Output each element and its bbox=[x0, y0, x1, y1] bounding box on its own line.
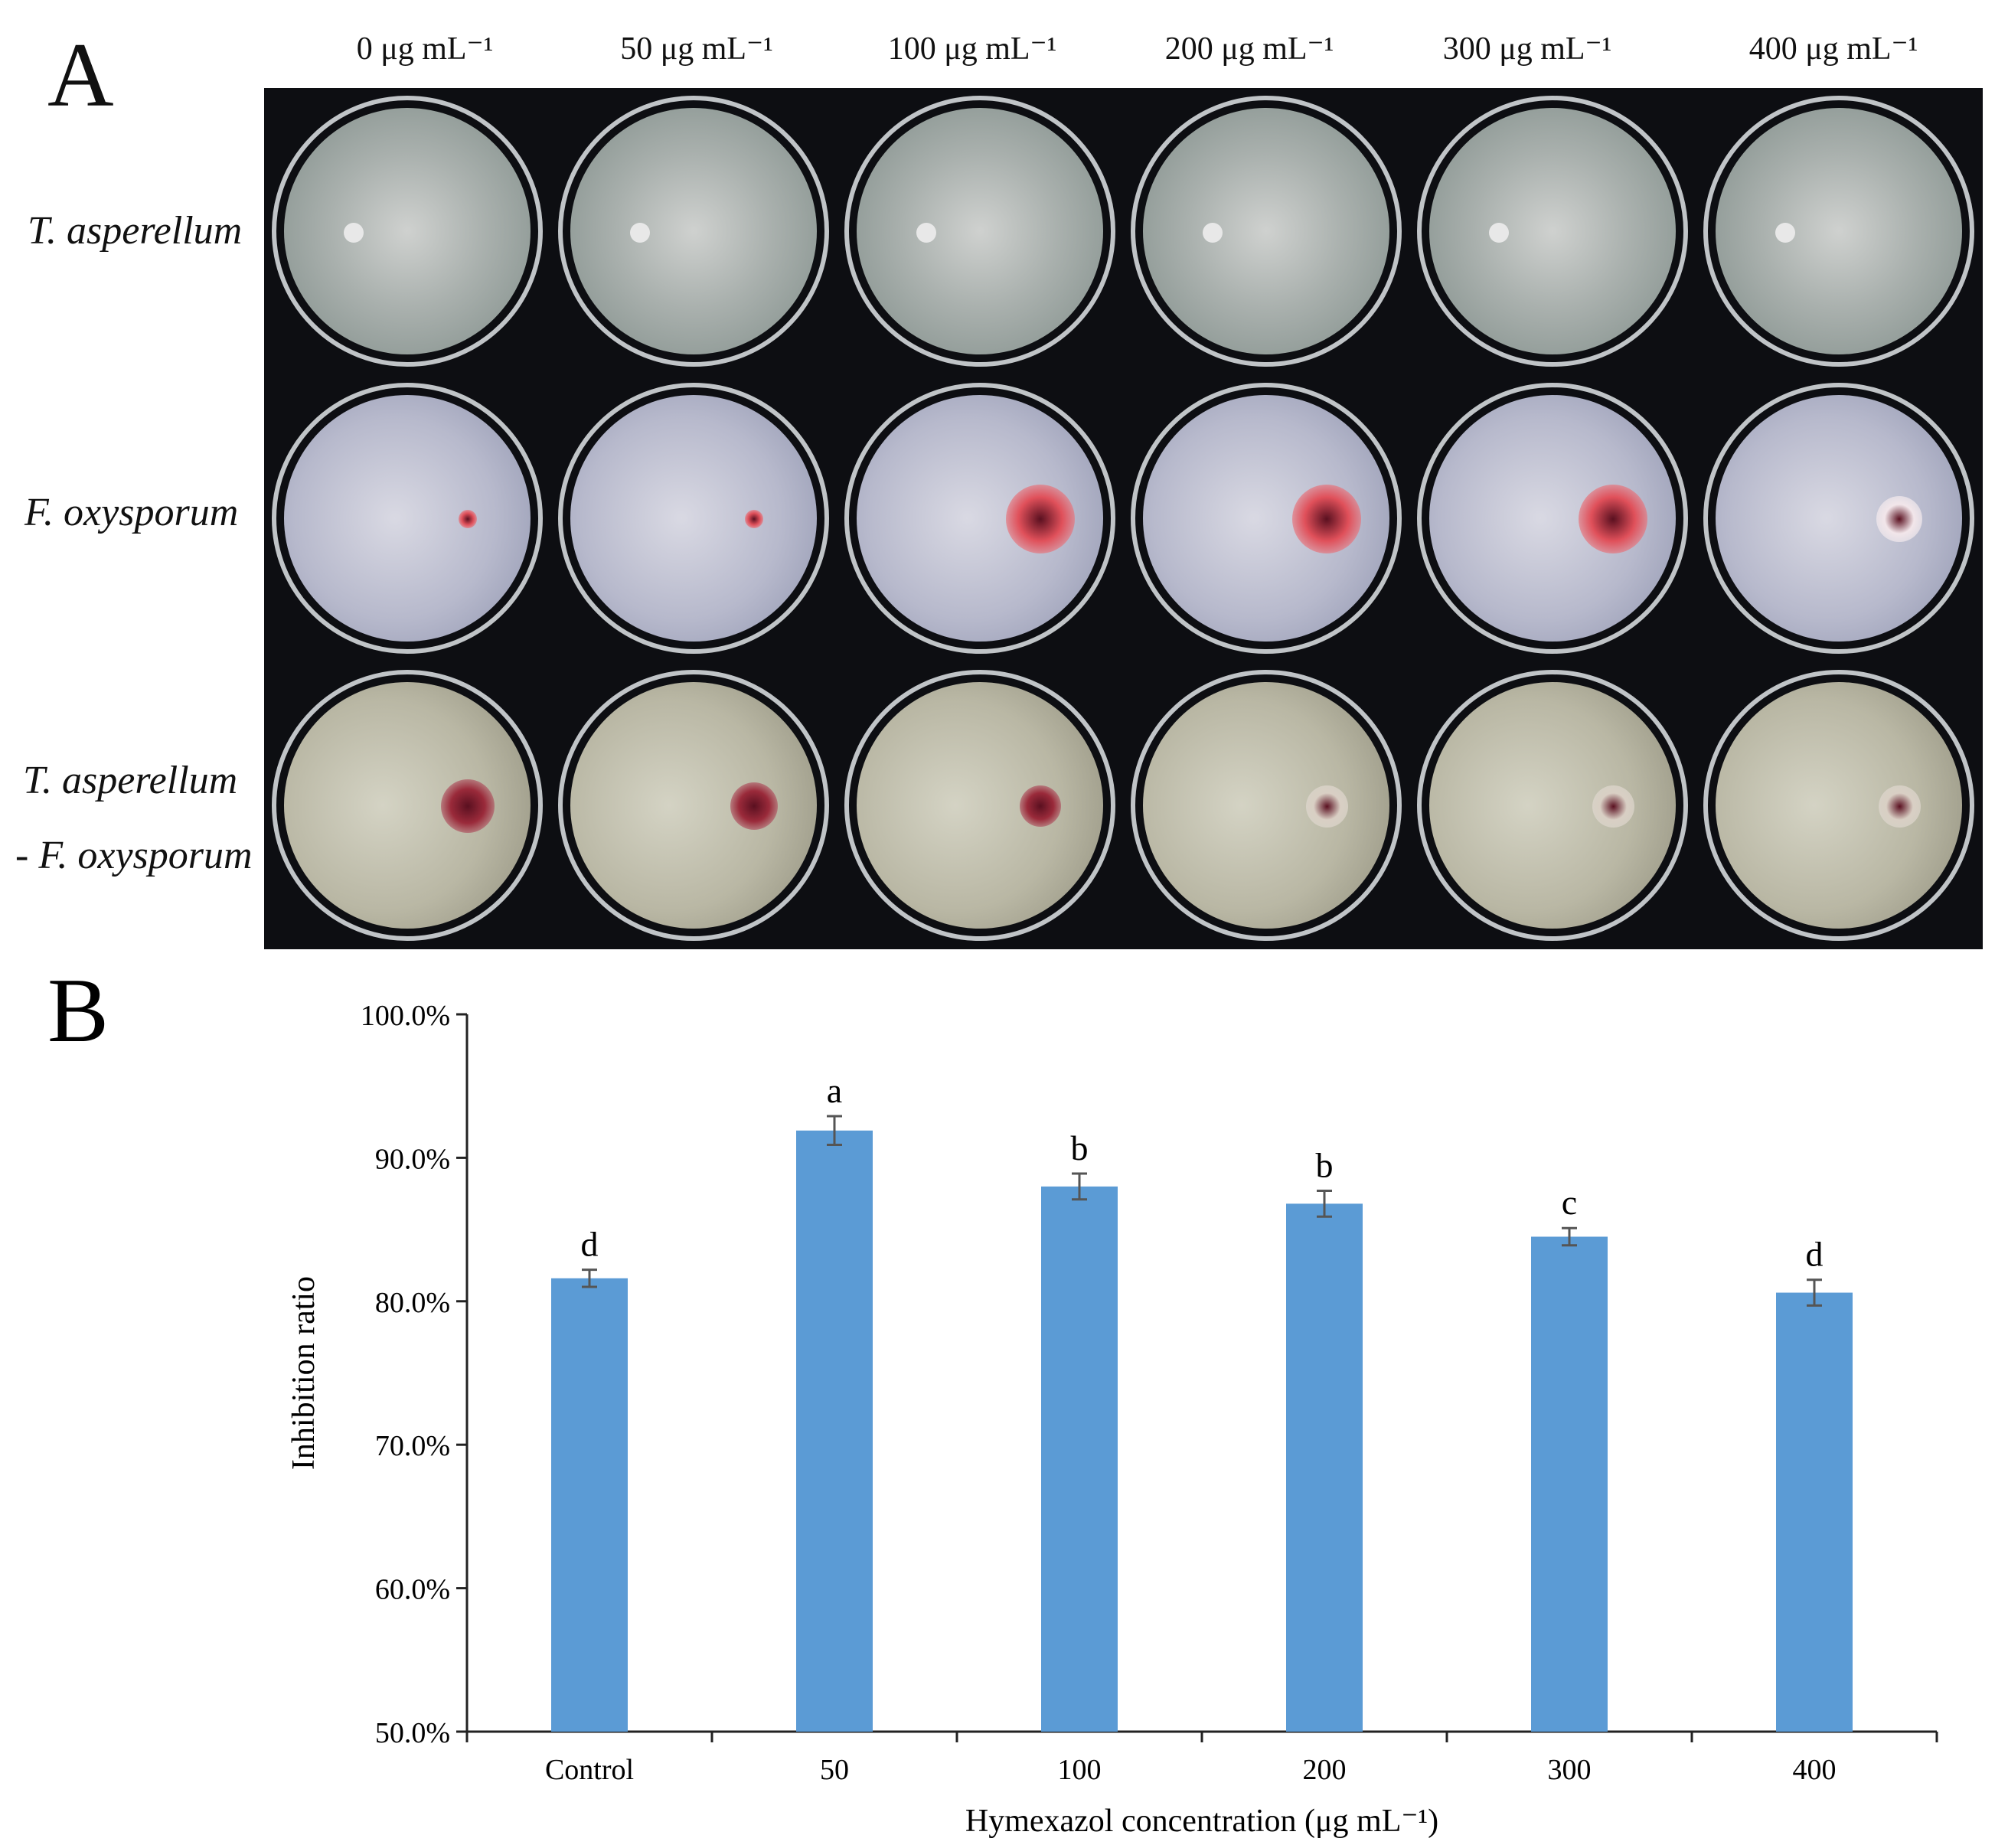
petri-dish-image bbox=[1131, 96, 1402, 367]
y-tick-label: 60.0% bbox=[375, 1574, 450, 1606]
petri-dish-r2-c0 bbox=[264, 662, 550, 949]
bar-200 bbox=[1286, 1203, 1363, 1732]
petri-dish-r0-c3 bbox=[1123, 88, 1409, 375]
petri-dish-image bbox=[558, 96, 829, 367]
petri-dish-r1-c2 bbox=[837, 375, 1123, 662]
fungal-colony bbox=[1592, 785, 1634, 828]
inoculation-point bbox=[1489, 223, 1509, 243]
column-header-1: 50 μg mL⁻¹ bbox=[574, 29, 819, 67]
x-tick-label: Control bbox=[545, 1754, 634, 1786]
petri-dish-image bbox=[1417, 96, 1688, 367]
significance-letter: d bbox=[581, 1225, 599, 1264]
inoculation-point bbox=[630, 223, 650, 243]
petri-dish-image bbox=[272, 383, 543, 654]
column-header-5: 400 μg mL⁻¹ bbox=[1711, 29, 1956, 67]
x-tick-label: 50 bbox=[820, 1754, 849, 1786]
petri-dish-r0-c2 bbox=[837, 88, 1123, 375]
petri-dish-image bbox=[1703, 670, 1974, 941]
x-tick-label: 200 bbox=[1303, 1754, 1347, 1786]
petri-dish-image bbox=[1131, 383, 1402, 654]
petri-dish-r1-c3 bbox=[1123, 375, 1409, 662]
y-axis-label: Inhibition ratio bbox=[286, 1276, 322, 1470]
inoculation-point bbox=[344, 223, 364, 243]
panel-b-letter: B bbox=[47, 959, 109, 1061]
y-tick-label: 80.0% bbox=[375, 1287, 450, 1319]
fungal-colony bbox=[1006, 485, 1075, 553]
fungal-colony bbox=[1879, 785, 1921, 828]
petri-dish-r0-c1 bbox=[550, 88, 837, 375]
petri-dish-image bbox=[1131, 670, 1402, 941]
column-header-2: 100 μg mL⁻¹ bbox=[850, 29, 1095, 67]
petri-dish-photo-grid bbox=[264, 88, 1983, 949]
petri-dish-image bbox=[272, 670, 543, 941]
column-header-3: 200 μg mL⁻¹ bbox=[1127, 29, 1372, 67]
bar-100 bbox=[1041, 1187, 1118, 1732]
fungal-colony bbox=[1579, 485, 1647, 553]
y-tick-label: 90.0% bbox=[375, 1143, 450, 1175]
chart-bars: d a b b c d bbox=[551, 1071, 1853, 1732]
inoculation-point bbox=[1203, 223, 1223, 243]
x-axis-label: Hymexazol concentration (μg mL⁻¹) bbox=[965, 1804, 1438, 1839]
significance-letter: a bbox=[827, 1071, 842, 1110]
petri-dish-image bbox=[1703, 383, 1974, 654]
petri-dish-image bbox=[844, 96, 1115, 367]
inoculation-point bbox=[1775, 223, 1795, 243]
petri-dish-r0-c5 bbox=[1696, 88, 1982, 375]
fungal-colony bbox=[441, 779, 495, 833]
petri-dish-r1-c5 bbox=[1696, 375, 1982, 662]
petri-dish-r2-c2 bbox=[837, 662, 1123, 949]
bar-50 bbox=[796, 1131, 873, 1732]
significance-letter: c bbox=[1562, 1183, 1577, 1222]
fungal-colony bbox=[1292, 485, 1361, 553]
petri-dish-r1-c4 bbox=[1409, 375, 1696, 662]
inhibition-ratio-bar-chart: B 50.0% 60.0% 70.0% 80.0% 90.0% 100.0% Control… bbox=[0, 949, 2008, 1848]
y-tick-label: 100.0% bbox=[361, 1000, 450, 1032]
petri-dish-image bbox=[1417, 670, 1688, 941]
significance-letter: b bbox=[1071, 1128, 1089, 1167]
petri-dish-r1-c1 bbox=[550, 375, 837, 662]
fungal-colony bbox=[459, 510, 477, 528]
row-label-f-oxysporum: F. oxysporum bbox=[24, 490, 238, 535]
petri-dish-r1-c0 bbox=[264, 375, 550, 662]
fungal-colony bbox=[1306, 785, 1348, 828]
bar-300 bbox=[1531, 1236, 1608, 1732]
petri-dish-r2-c4 bbox=[1409, 662, 1696, 949]
petri-dish-image bbox=[1417, 383, 1688, 654]
row-label-t-asperellum: T. asperellum bbox=[28, 208, 242, 253]
y-tick-label: 50.0% bbox=[375, 1717, 450, 1749]
x-tick-label: 300 bbox=[1548, 1754, 1592, 1786]
bar-Control bbox=[551, 1278, 628, 1732]
petri-dish-r2-c1 bbox=[550, 662, 837, 949]
panel-a-letter: A bbox=[47, 29, 114, 121]
bar-400 bbox=[1776, 1293, 1853, 1732]
petri-dish-image bbox=[272, 96, 543, 367]
row-label-dual-culture-line2: - F. oxysporum bbox=[15, 833, 253, 878]
fungal-colony bbox=[745, 510, 763, 528]
petri-dish-r2-c3 bbox=[1123, 662, 1409, 949]
x-tick-label: 400 bbox=[1793, 1754, 1837, 1786]
petri-dish-r2-c5 bbox=[1696, 662, 1982, 949]
inoculation-point bbox=[916, 223, 936, 243]
row-label-dual-culture-line1: T. asperellum bbox=[23, 758, 237, 803]
significance-letter: b bbox=[1316, 1146, 1334, 1185]
petri-dish-image bbox=[1703, 96, 1974, 367]
petri-dish-image bbox=[844, 670, 1115, 941]
significance-letter: d bbox=[1806, 1235, 1824, 1274]
fungal-colony bbox=[1020, 785, 1061, 827]
fungal-colony bbox=[730, 782, 778, 830]
y-tick-label: 70.0% bbox=[375, 1430, 450, 1462]
column-header-0: 0 μg mL⁻¹ bbox=[302, 29, 547, 67]
x-tick-label: 100 bbox=[1058, 1754, 1102, 1786]
petri-dish-image bbox=[844, 383, 1115, 654]
petri-dish-image bbox=[558, 670, 829, 941]
column-header-4: 300 μg mL⁻¹ bbox=[1405, 29, 1650, 67]
petri-dish-r0-c0 bbox=[264, 88, 550, 375]
petri-dish-r0-c4 bbox=[1409, 88, 1696, 375]
fungal-colony bbox=[1876, 496, 1922, 542]
petri-dish-image bbox=[558, 383, 829, 654]
